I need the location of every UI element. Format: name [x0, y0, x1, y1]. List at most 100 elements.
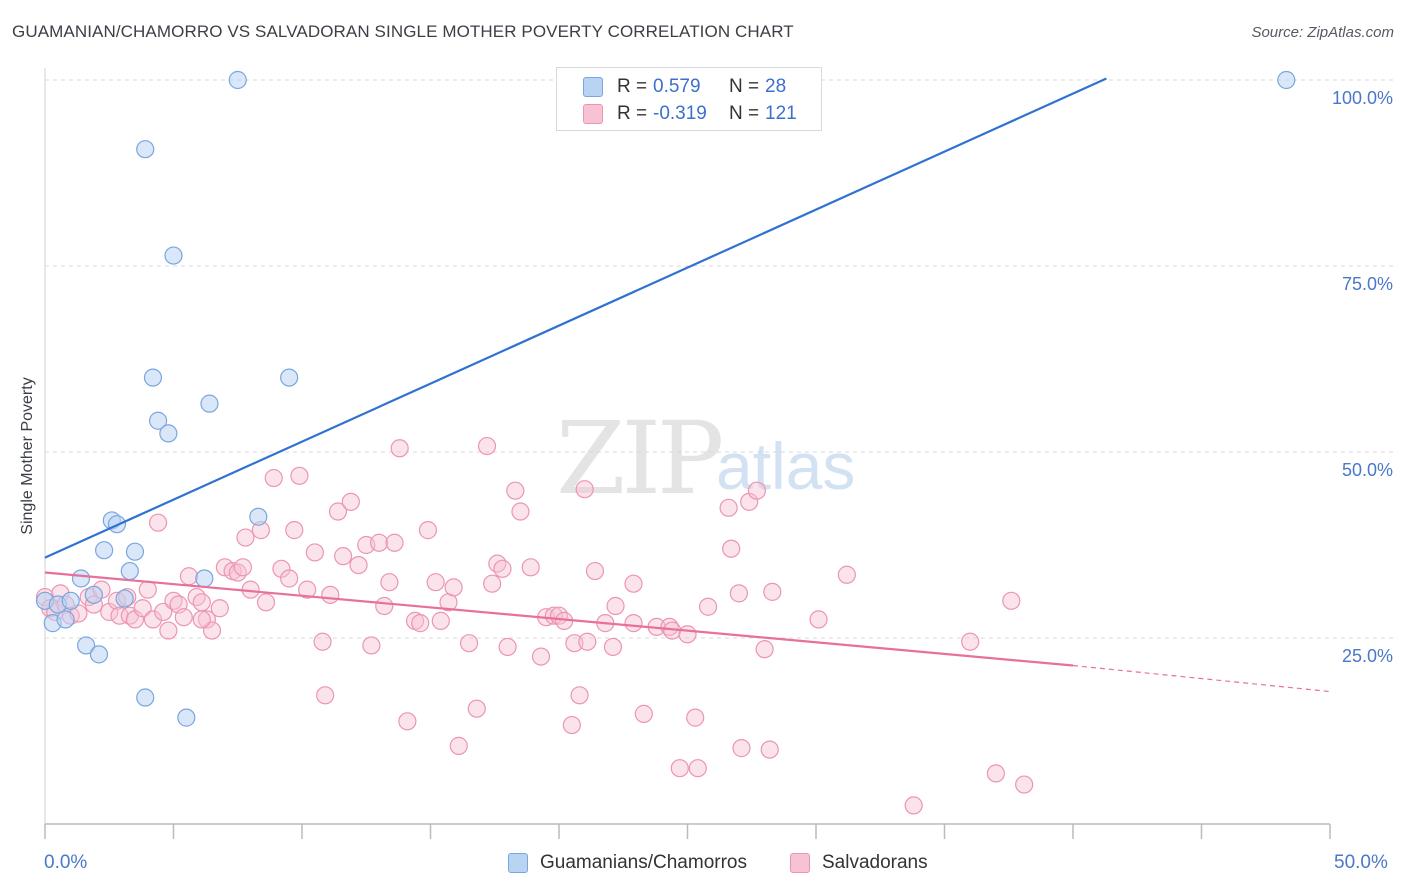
salvadoran-point [236, 528, 255, 547]
salvadoran-point [380, 573, 399, 592]
guamanian-point [136, 140, 155, 159]
salvadoran-point [477, 436, 497, 456]
salvadoran-point [729, 584, 749, 603]
salvadoran-trendline [44, 571, 1074, 667]
salvadoran-point [493, 559, 512, 578]
salvadoran-point [256, 593, 276, 612]
salvadoran-point [760, 740, 779, 759]
salvadoran-point [521, 558, 540, 577]
salvadoran-point [174, 608, 193, 627]
salvadoran-point [375, 596, 394, 616]
guamanian-point [84, 585, 103, 604]
salvadoran-point [531, 647, 551, 666]
salvadoran-point [763, 582, 782, 601]
guamanian-point [195, 569, 214, 588]
salvadoran-point [670, 759, 689, 778]
salvadoran-point [179, 567, 199, 586]
salvadoran-point [290, 466, 309, 485]
y-axis-label: Single Mother Poverty [19, 377, 36, 535]
salvadoran-point [585, 561, 605, 581]
salvadoran-point [575, 480, 594, 499]
x-tick-label-max: 50.0% [1334, 852, 1388, 873]
guamanian-point [120, 561, 139, 581]
salvadoran-point [732, 739, 751, 758]
salvadoran-point [570, 686, 589, 705]
salvadoran-point [498, 637, 517, 657]
legend-n-value: 121 [765, 103, 797, 124]
salvadoran-point [719, 498, 738, 517]
salvadoran-point [210, 599, 229, 618]
salvadoran-point [362, 636, 381, 655]
salvadoran-point [298, 580, 317, 599]
guamanian-trendline [44, 77, 1107, 559]
blue-swatch-icon [508, 853, 528, 873]
salvadoran-point [431, 611, 450, 630]
y-tick-label: 75.0% [1342, 274, 1393, 294]
pink-swatch-icon [790, 853, 810, 873]
salvadoran-point [264, 468, 283, 488]
legend-r-value: -0.319 [653, 103, 707, 124]
salvadoran-point [488, 554, 507, 573]
guamanian-point [89, 645, 109, 664]
salvadoran-point [467, 699, 486, 718]
salvadoran-point [197, 610, 217, 629]
salvadoran-point [506, 481, 525, 500]
salvadoran-point [603, 637, 623, 657]
correlation-legend: R = 0.579 N = 28 R = -0.319 N = 121 [556, 67, 822, 131]
x-tick-label-min: 0.0% [44, 852, 88, 873]
guamanian-point [159, 424, 178, 443]
salvadoran-point [398, 712, 417, 731]
salvadoran-point [449, 736, 468, 755]
salvadoran-point [698, 597, 718, 616]
salvadoran-point [755, 640, 774, 659]
salvadoran-point [159, 621, 178, 640]
pink-swatch-icon [583, 104, 603, 124]
salvadoran-point [562, 715, 581, 735]
guamanian-point [228, 70, 247, 90]
salvadoran-point [272, 559, 291, 578]
salvadoran-point [143, 610, 163, 629]
salvadoran-trendline-extension [1072, 664, 1331, 693]
guamanian-point [71, 569, 91, 588]
guamanian-point [1277, 70, 1296, 90]
salvadoran-point [313, 632, 332, 651]
salvadoran-point [305, 543, 324, 562]
salvadoran-point [154, 602, 173, 622]
salvadoran-point [511, 502, 530, 521]
legend-n-label: N = [729, 76, 760, 97]
salvadoran-point [1015, 775, 1034, 794]
salvadoran-point [228, 563, 247, 582]
salvadoran-point [634, 704, 653, 723]
guamanian-point [95, 541, 114, 560]
legend-r-value: 0.579 [653, 76, 701, 97]
guamanian-point [249, 507, 268, 526]
legend-item-label: Salvadorans [822, 852, 928, 873]
salvadoran-point [688, 759, 707, 778]
watermark-atlas: atlas [716, 429, 856, 503]
guamanian-point [77, 636, 96, 655]
guamanian-point [143, 368, 163, 387]
salvadoran-point [321, 585, 340, 604]
salvadoran-point [411, 614, 430, 633]
salvadoran-point [747, 481, 766, 500]
y-tick-label: 100.0% [1332, 88, 1393, 108]
legend-item-label: Guamanians/Chamorros [540, 852, 747, 873]
y-tick-label: 50.0% [1342, 460, 1393, 480]
blue-swatch-icon [583, 77, 603, 97]
guamanian-point [125, 542, 145, 561]
guamanian-point [136, 688, 155, 707]
salvadoran-point [187, 587, 206, 607]
salvadoran-point [578, 632, 597, 651]
legend-item-guamanians[interactable]: Guamanians/Chamorros [508, 852, 747, 874]
guamanian-point [280, 368, 299, 387]
salvadoran-point [426, 573, 445, 592]
salvadoran-point [961, 632, 980, 651]
legend-item-salvadorans[interactable]: Salvadorans [790, 852, 928, 874]
salvadoran-point [233, 558, 252, 577]
salvadoran-point [192, 593, 211, 612]
series-legend: Guamanians/Chamorros Salvadorans [0, 852, 1406, 876]
y-tick-label: 25.0% [1342, 646, 1393, 666]
salvadoran-point [483, 574, 502, 593]
guamanian-point [61, 591, 80, 610]
